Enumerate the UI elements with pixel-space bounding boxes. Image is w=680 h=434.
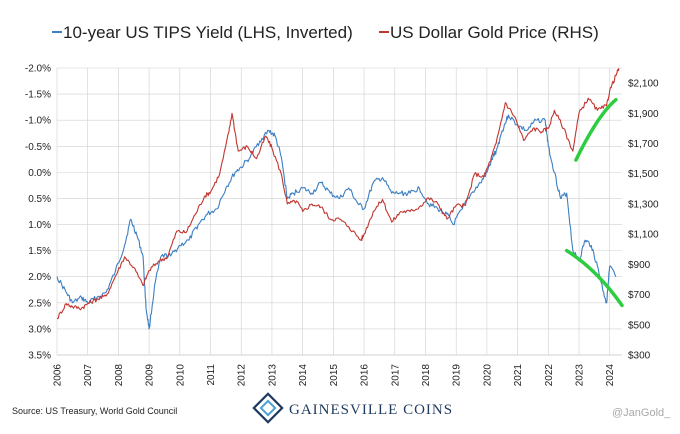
right-tick-label: $2,100 [628,79,659,90]
brand-mark-icon [252,392,284,424]
left-tick-label: 0.0% [28,168,51,179]
left-tick-label: 3.5% [28,351,51,362]
right-tick-label: $300 [628,351,651,362]
source-note: Source: US Treasury, World Gold Council [12,406,177,416]
x-tick-label: 2006 [53,364,64,387]
right-tick-label: $900 [628,260,651,271]
series-line-tips-yield [56,114,617,330]
x-tick-label: 2024 [605,364,616,387]
left-tick-label: 0.5% [28,194,51,205]
left-tick-label: 1.5% [28,246,51,257]
x-tick-label: 2013 [267,364,278,387]
right-tick-label: $1,500 [628,169,659,180]
series-line-gold-price [56,67,620,320]
x-tick-label: 2020 [482,364,493,387]
x-tick-label: 2009 [145,364,156,387]
trend-arrow-tips [564,248,624,308]
left-tick-label: -1.0% [25,116,51,127]
x-tick-label: 2016 [360,364,371,387]
left-tick-label: -0.5% [25,142,51,153]
left-axis-ticks: -2.0% -1.5% -1.0% -0.5% 0.0% 0.5% 1.0% 1.5% 2.0%… [25,64,51,362]
series-lines [56,67,620,330]
left-tick-label: -1.5% [25,90,51,101]
author-handle: @JanGold_ [612,407,671,419]
trend-annotations [564,97,624,308]
x-tick-label: 2007 [83,364,94,387]
right-tick-label: $500 [628,320,651,331]
x-tick-label: 2010 [175,364,186,387]
x-tick-label: 2022 [544,364,555,387]
x-tick-label: 2017 [390,364,401,387]
brand-name: GAINESVILLE COINS [289,402,453,418]
x-tick-label: 2023 [575,364,586,387]
right-tick-label: $1,100 [628,230,659,241]
right-tick-label: $1,900 [628,109,659,120]
left-tick-label: 1.0% [28,220,51,231]
brand-logo: GAINESVILLE COINS [252,392,453,424]
legend-label-gold: US Dollar Gold Price (RHS) [390,23,599,42]
left-tick-label: -2.0% [25,64,51,75]
x-tick-label: 2015 [329,364,340,387]
x-tick-label: 2011 [206,364,217,386]
legend-label-tips: 10-year US TIPS Yield (LHS, Inverted) [63,23,353,42]
right-tick-label: $1,300 [628,199,659,210]
right-axis-ticks: $2,100 $1,900 $1,700 $1,500 $1,300 $1,100 $900… [628,79,659,362]
x-tick-label: 2019 [452,364,463,387]
x-tick-label: 2018 [421,364,432,387]
x-tick-label: 2012 [237,364,248,387]
x-tick-label: 2014 [298,364,309,387]
left-tick-label: 3.0% [28,324,51,335]
x-tick-label: 2021 [513,364,524,387]
x-tick-label: 2008 [114,364,125,387]
grid-lines [56,67,622,356]
left-tick-label: 2.0% [28,272,51,283]
right-tick-label: $1,700 [628,139,659,150]
legend: 10-year US TIPS Yield (LHS, Inverted) US… [52,23,599,42]
trend-arrow-gold [574,97,618,162]
left-tick-label: 2.5% [28,298,51,309]
right-tick-label: $700 [628,290,651,301]
x-axis-ticks: 2006 2007 2008 2009 2010 2011 2012 2013 2014 2015… [53,364,617,387]
